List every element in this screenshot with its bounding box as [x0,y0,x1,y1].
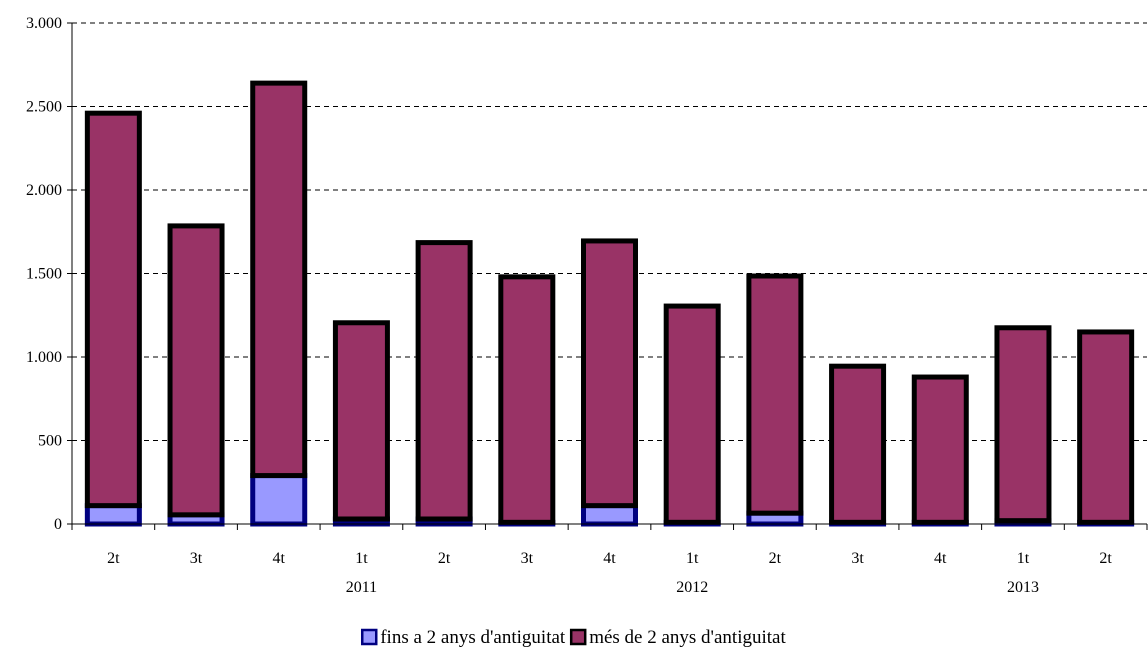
bar-segment [167,223,225,518]
bar-segment [332,320,390,522]
bars [84,80,1135,527]
x-tick-label: 3t [851,550,864,567]
bar-segment [415,240,473,522]
bar-segment [84,110,142,509]
y-tick-label: 500 [38,433,62,450]
x-tick-label: 4t [603,550,616,567]
x-tick-label: 3t [190,550,203,567]
y-tick-label: 3.000 [26,15,62,32]
legend-label: més de 2 anys d'antiguitat [589,627,786,648]
legend-swatch [360,628,378,646]
bar-segment [829,363,887,525]
legend-label: fins a 2 anys d'antiguitat [380,627,566,648]
y-tick-label: 2.500 [26,99,62,116]
bar-segment [581,238,638,509]
x-tick-label: 2t [438,550,451,567]
axes: 0 500 1.000 1.500 2.000 2.500 3.000 2t 3t 4t 1t 2t 3… [26,15,1148,596]
bar-segment [911,374,969,525]
bar-segment [581,503,638,527]
bar-segment [84,503,142,527]
x-tick-label: 1t [355,550,368,567]
x-tick-label: 1t [686,550,699,567]
legend-swatch [569,628,587,646]
x-tick-label: 3t [521,550,534,567]
bar-segment [994,325,1052,524]
x-tick-label: 2t [769,550,782,567]
x-tick-label: 2t [107,550,120,567]
y-tick-label: 1.000 [26,349,62,366]
y-tick-label: 0 [54,516,62,533]
x-tick-label: 1t [1017,550,1030,567]
x-tick-label: 2t [1099,550,1112,567]
y-tick-label: 1.500 [26,266,62,283]
bar-segment [250,80,308,479]
bar-segment [1077,329,1135,525]
bar-segment [250,473,308,527]
x-year-label: 2012 [676,579,708,596]
bar-segment [663,303,721,525]
bar-segment [746,273,804,516]
bar-segment [498,274,556,525]
legend: fins a 2 anys d'antiguitat més de 2 anys … [360,627,786,648]
x-tick-label: 4t [273,550,286,567]
y-tick-label: 2.000 [26,182,62,199]
x-year-label: 2011 [346,579,377,596]
x-year-label: 2013 [1007,579,1039,596]
x-tick-label: 4t [934,550,947,567]
